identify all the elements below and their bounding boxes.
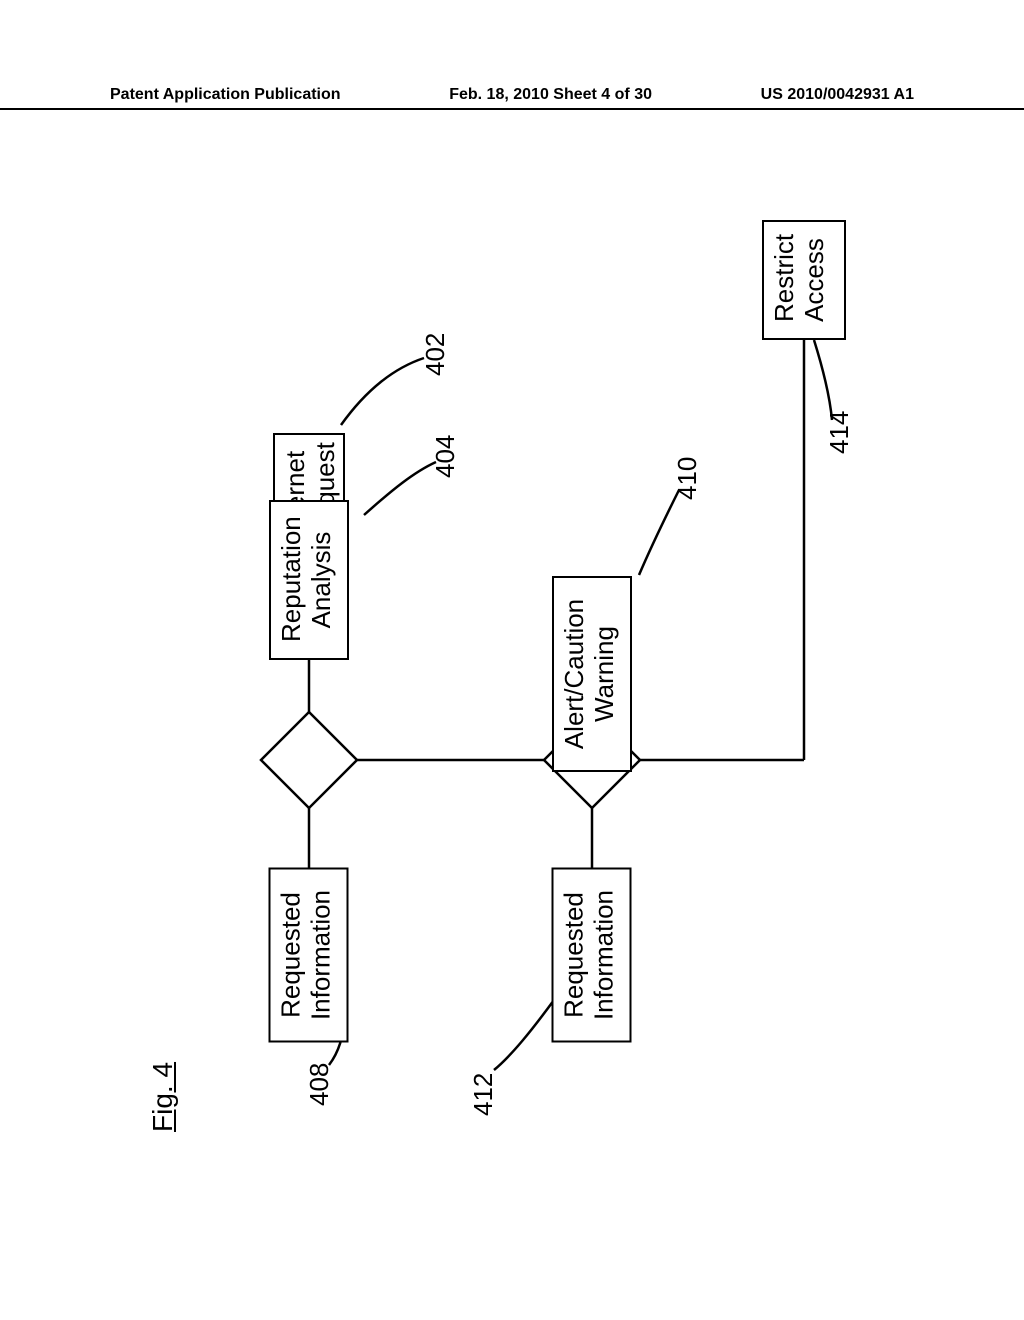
header-right: US 2010/0042931 A1 <box>761 86 914 104</box>
node-restrict-access: Restrict Access <box>762 220 846 340</box>
leader-412 <box>494 1000 554 1070</box>
header-left: Patent Application Publication <box>110 86 341 104</box>
page-root: Patent Application Publication Feb. 18, … <box>0 0 1024 1320</box>
ref-408: 408 <box>304 1056 334 1106</box>
node-requested-info-1: Requested Information <box>269 868 349 1043</box>
ref-414: 414 <box>824 404 854 454</box>
leader-402 <box>341 358 424 425</box>
ref-412: 412 <box>468 1066 498 1116</box>
header-center: Feb. 18, 2010 Sheet 4 of 30 <box>449 86 652 104</box>
node-requested-info-2: Requested Information <box>552 868 632 1043</box>
decision-1 <box>261 712 357 808</box>
leader-404 <box>364 462 436 515</box>
ref-410: 410 <box>672 450 702 500</box>
flowchart-diagram: Internet Request Reputation Analysis Req… <box>114 200 904 1120</box>
node-alert-warning: Alert/Caution Warning <box>552 576 632 772</box>
leader-410 <box>639 490 679 575</box>
figure-label: Fig. 4 <box>147 1052 181 1132</box>
ref-404: 404 <box>430 428 460 478</box>
node-reputation-analysis: Reputation Analysis <box>269 500 349 660</box>
ref-402: 402 <box>420 326 450 376</box>
page-header: Patent Application Publication Feb. 18, … <box>0 86 1024 110</box>
